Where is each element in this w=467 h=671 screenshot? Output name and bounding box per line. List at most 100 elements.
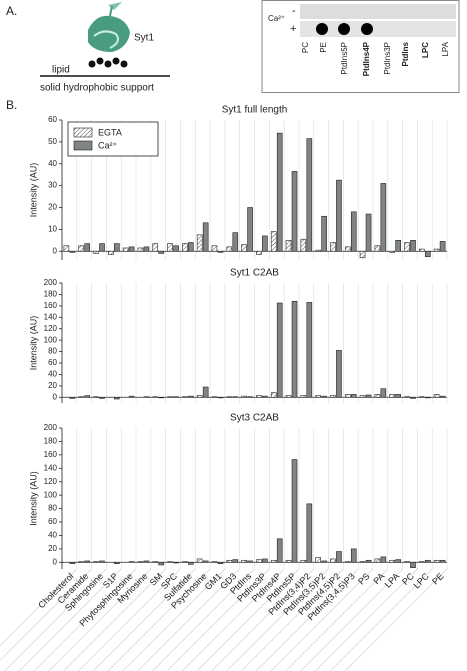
bar [380,183,387,252]
label-guide [300,568,403,671]
bar [359,250,366,259]
bar [410,561,416,568]
x-tick-label: PE [430,571,446,587]
bar [69,396,76,399]
bar [114,396,120,400]
label-guide [226,568,329,671]
y-tick-label: 80 [48,347,57,356]
bar [350,211,357,252]
bar [143,396,150,398]
bar [404,396,410,398]
bar [321,395,327,398]
bar [285,395,292,398]
bar [196,395,203,398]
bar [232,396,239,398]
bar [344,561,351,563]
y-tick-label: 80 [48,504,57,513]
bar [336,179,342,252]
bar [330,242,336,252]
bar [365,559,372,563]
label-guide [181,568,285,671]
bar [330,395,336,398]
bar [389,559,395,563]
blot [261,0,460,93]
lane-label: LPA [441,41,450,56]
bar [93,396,99,398]
bar [350,548,357,563]
bar [93,250,99,254]
bar [276,132,283,252]
bar [99,560,105,563]
label-guide [92,568,196,671]
lane-label: LPC [421,42,430,58]
y-tick-label: 200 [44,423,58,432]
bar [365,394,372,398]
bar [167,561,173,563]
bar [196,558,203,563]
bar [439,559,446,563]
legend-label: EGTA [98,127,122,137]
y-tick-label: 20 [48,381,57,390]
bar [389,394,395,398]
bar [315,249,321,252]
bar [256,250,262,255]
bar [306,302,313,398]
bar [315,395,321,398]
y-tick-label: 20 [48,203,57,212]
bar [202,386,209,398]
y-tick-label: 40 [48,370,57,379]
lane-label: PC [301,42,310,53]
legend-box [67,121,159,157]
support-label: solid hydrophobic support [40,83,154,94]
label-guide [344,568,448,671]
bar [241,559,247,563]
bar [410,240,416,252]
y-tick-label: 40 [48,159,57,168]
bar [173,396,179,398]
bar [433,394,440,398]
y-tick-label: 120 [44,324,58,333]
bar [217,250,224,253]
lane-label: PtdIns [401,41,410,66]
bar [439,395,446,398]
bar [404,242,410,252]
bar [380,388,387,398]
lipids [88,57,128,68]
legend-swatch [73,127,93,138]
bar [226,559,233,563]
bar [69,250,76,253]
bar [128,246,135,252]
bar [128,395,135,398]
legend-swatch [73,140,93,151]
bar [108,250,114,255]
bar [410,396,416,399]
bar [418,561,425,563]
label-guide [166,568,270,671]
y-tick-label: 160 [44,301,58,310]
bar [256,559,262,563]
label-guide [240,568,344,671]
label-guide [285,568,388,671]
lane-label: PE [319,42,328,53]
bar [404,561,410,563]
bar [122,247,129,252]
bar [78,396,85,398]
label-guide [48,568,152,671]
label-guide [78,568,181,671]
label-guide [196,568,300,671]
bar [182,243,188,252]
bar [152,243,159,252]
label-guide [211,568,314,671]
bar [78,561,85,563]
bar [196,234,203,252]
label-guide [270,568,374,671]
bar [306,138,313,252]
bar [433,559,440,563]
panel-label: A. [6,4,17,18]
y-tick-label: 0 [53,246,58,255]
label-guide [107,568,211,671]
bar [256,395,262,398]
bar [285,240,292,252]
y-tick-label: 140 [44,312,58,321]
y-tick-label: 100 [44,335,58,344]
